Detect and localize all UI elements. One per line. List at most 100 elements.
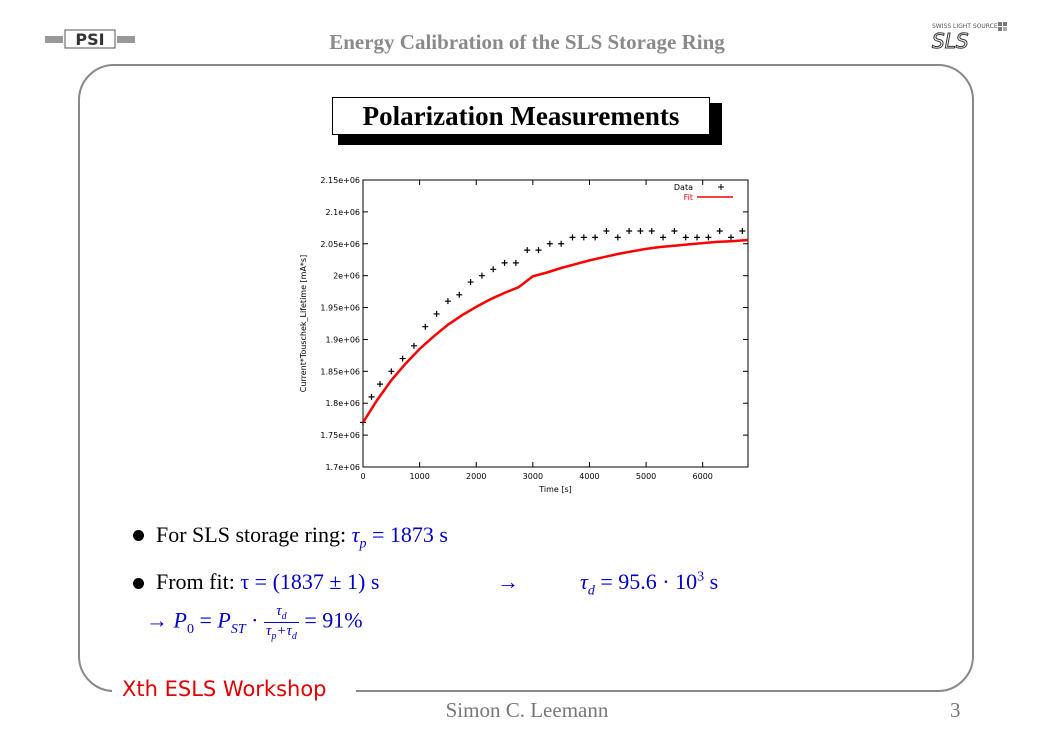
data-point xyxy=(705,234,712,241)
x-tick-label: 3000 xyxy=(523,472,543,481)
fit-line xyxy=(361,238,749,424)
page-number: 3 xyxy=(950,698,961,722)
pst-sub: ST xyxy=(230,621,246,637)
bullet-1-text: For SLS storage ring: xyxy=(156,522,352,547)
data-point xyxy=(512,259,519,266)
y-tick-label: 1.75e+06 xyxy=(320,431,360,440)
data-point xyxy=(524,247,531,254)
frac-numerator: τd xyxy=(263,603,299,623)
header-title: Energy Calibration of the SLS Storage Ri… xyxy=(329,30,725,54)
fit-tau: τ = (1837 ± 1) s xyxy=(240,569,380,594)
tau-d-value: = 95.6 · 10 xyxy=(594,569,698,594)
data-point xyxy=(368,393,375,400)
tau-d-symbol: τ xyxy=(580,569,588,594)
data-point xyxy=(671,228,678,235)
data-point xyxy=(546,240,553,247)
data-point xyxy=(614,234,621,241)
data-point xyxy=(739,228,746,235)
bullet-2-text: From fit: xyxy=(156,569,241,594)
data-point xyxy=(626,228,633,235)
tau-p-value: = 1873 s xyxy=(366,522,448,547)
pst-symbol: P xyxy=(217,607,231,633)
data-point xyxy=(660,234,667,241)
data-point xyxy=(388,368,395,375)
data-point xyxy=(376,381,383,388)
data-point xyxy=(694,234,701,241)
p0-result: = 91% xyxy=(298,607,363,633)
legend-fit-label: Fit xyxy=(684,193,693,202)
data-point xyxy=(422,323,429,330)
bullet-dot-1 xyxy=(133,530,144,541)
data-point xyxy=(716,228,723,235)
p0-arrow: → xyxy=(146,607,174,633)
data-point xyxy=(648,228,655,235)
y-tick-label: 1.85e+06 xyxy=(320,367,360,376)
data-point xyxy=(478,272,485,279)
tau-d-sub: d xyxy=(587,583,595,599)
slide-frame xyxy=(78,64,974,692)
data-point xyxy=(456,291,463,298)
data-point xyxy=(603,228,610,235)
bullet-3: → P0 = PST · τd τp+τd = 91% xyxy=(146,603,363,642)
workshop-label: Xth ESLS Workshop xyxy=(122,677,327,701)
x-tick-label: 5000 xyxy=(636,472,656,481)
slide-title: Polarization Measurements xyxy=(332,97,710,135)
frame-gap xyxy=(112,680,356,704)
sls-logo: SWISS LIGHT SOURCE SLS xyxy=(930,20,1010,57)
y-tick-label: 2.1e+06 xyxy=(325,208,360,217)
data-point xyxy=(490,266,497,273)
y-tick-label: 2.15e+06 xyxy=(320,176,360,185)
y-tick-label: 1.7e+06 xyxy=(325,463,360,472)
psi-logo: PSI xyxy=(45,28,135,55)
x-tick-label: 6000 xyxy=(693,472,713,481)
data-point xyxy=(501,259,508,266)
dot-operator: · xyxy=(245,607,264,633)
y-tick-label: 2.05e+06 xyxy=(320,240,360,249)
bullet-1: For SLS storage ring: τp = 1873 s xyxy=(156,522,448,552)
bullet-2-tau-d: τd = 95.6 · 103 s xyxy=(580,569,718,599)
data-point xyxy=(467,279,474,286)
data-point xyxy=(569,234,576,241)
x-tick-label: 2000 xyxy=(466,472,486,481)
tau-d-unit: s xyxy=(704,569,719,594)
tau-p-sub: p xyxy=(359,536,367,552)
data-point xyxy=(728,234,735,241)
frac-denominator: τp+τd xyxy=(265,623,297,642)
y-tick-label: 1.95e+06 xyxy=(320,304,360,313)
chart-svg: 1.7e+06 1.75e+06 1.8e+06 1.85e+06 1.9e+06 1.9… xyxy=(299,176,749,494)
p0-symbol: P xyxy=(173,607,187,633)
tau-d-exp: 3 xyxy=(697,569,705,585)
y-tick-label: 1.9e+06 xyxy=(325,335,360,344)
data-point xyxy=(637,228,644,235)
y-axis-label: Current*Touschek_Lifetime [mA*s] xyxy=(299,255,308,392)
data-point xyxy=(399,355,406,362)
tau-fraction: τd τp+τd xyxy=(263,603,299,642)
p0-sub: 0 xyxy=(186,621,194,637)
x-axis-label: Time [s] xyxy=(538,485,572,494)
legend-data-label: Data xyxy=(674,183,693,192)
data-point xyxy=(433,310,440,317)
data-point xyxy=(558,240,565,247)
psi-logo-text: PSI xyxy=(75,30,104,49)
x-tick-label: 1000 xyxy=(409,472,429,481)
p0-eq: = xyxy=(193,607,218,633)
chart: 1.7e+06 1.75e+06 1.8e+06 1.85e+06 1.9e+06 1.9… xyxy=(290,170,760,505)
bullet-dot-2 xyxy=(133,578,144,589)
y-tick-label: 2e+06 xyxy=(333,272,360,281)
bullet-2-arrow: → xyxy=(497,569,519,594)
bullet-2: From fit: τ = (1837 ± 1) s xyxy=(156,569,379,595)
x-tick-label: 0 xyxy=(360,472,365,481)
tau-p-symbol: τ xyxy=(351,522,360,547)
data-point xyxy=(580,234,587,241)
legend-data-marker xyxy=(718,184,724,190)
data-point xyxy=(410,342,417,349)
sls-logo-caption: SWISS LIGHT SOURCE xyxy=(932,23,998,30)
data-point xyxy=(682,234,689,241)
x-tick-label: 4000 xyxy=(579,472,599,481)
data-point xyxy=(535,247,542,254)
sls-logo-text: SLS xyxy=(932,29,969,52)
data-point xyxy=(444,298,451,305)
plot-frame xyxy=(362,179,749,468)
footer-author: Simon C. Leemann xyxy=(445,698,609,722)
y-tick-label: 1.8e+06 xyxy=(325,399,360,408)
